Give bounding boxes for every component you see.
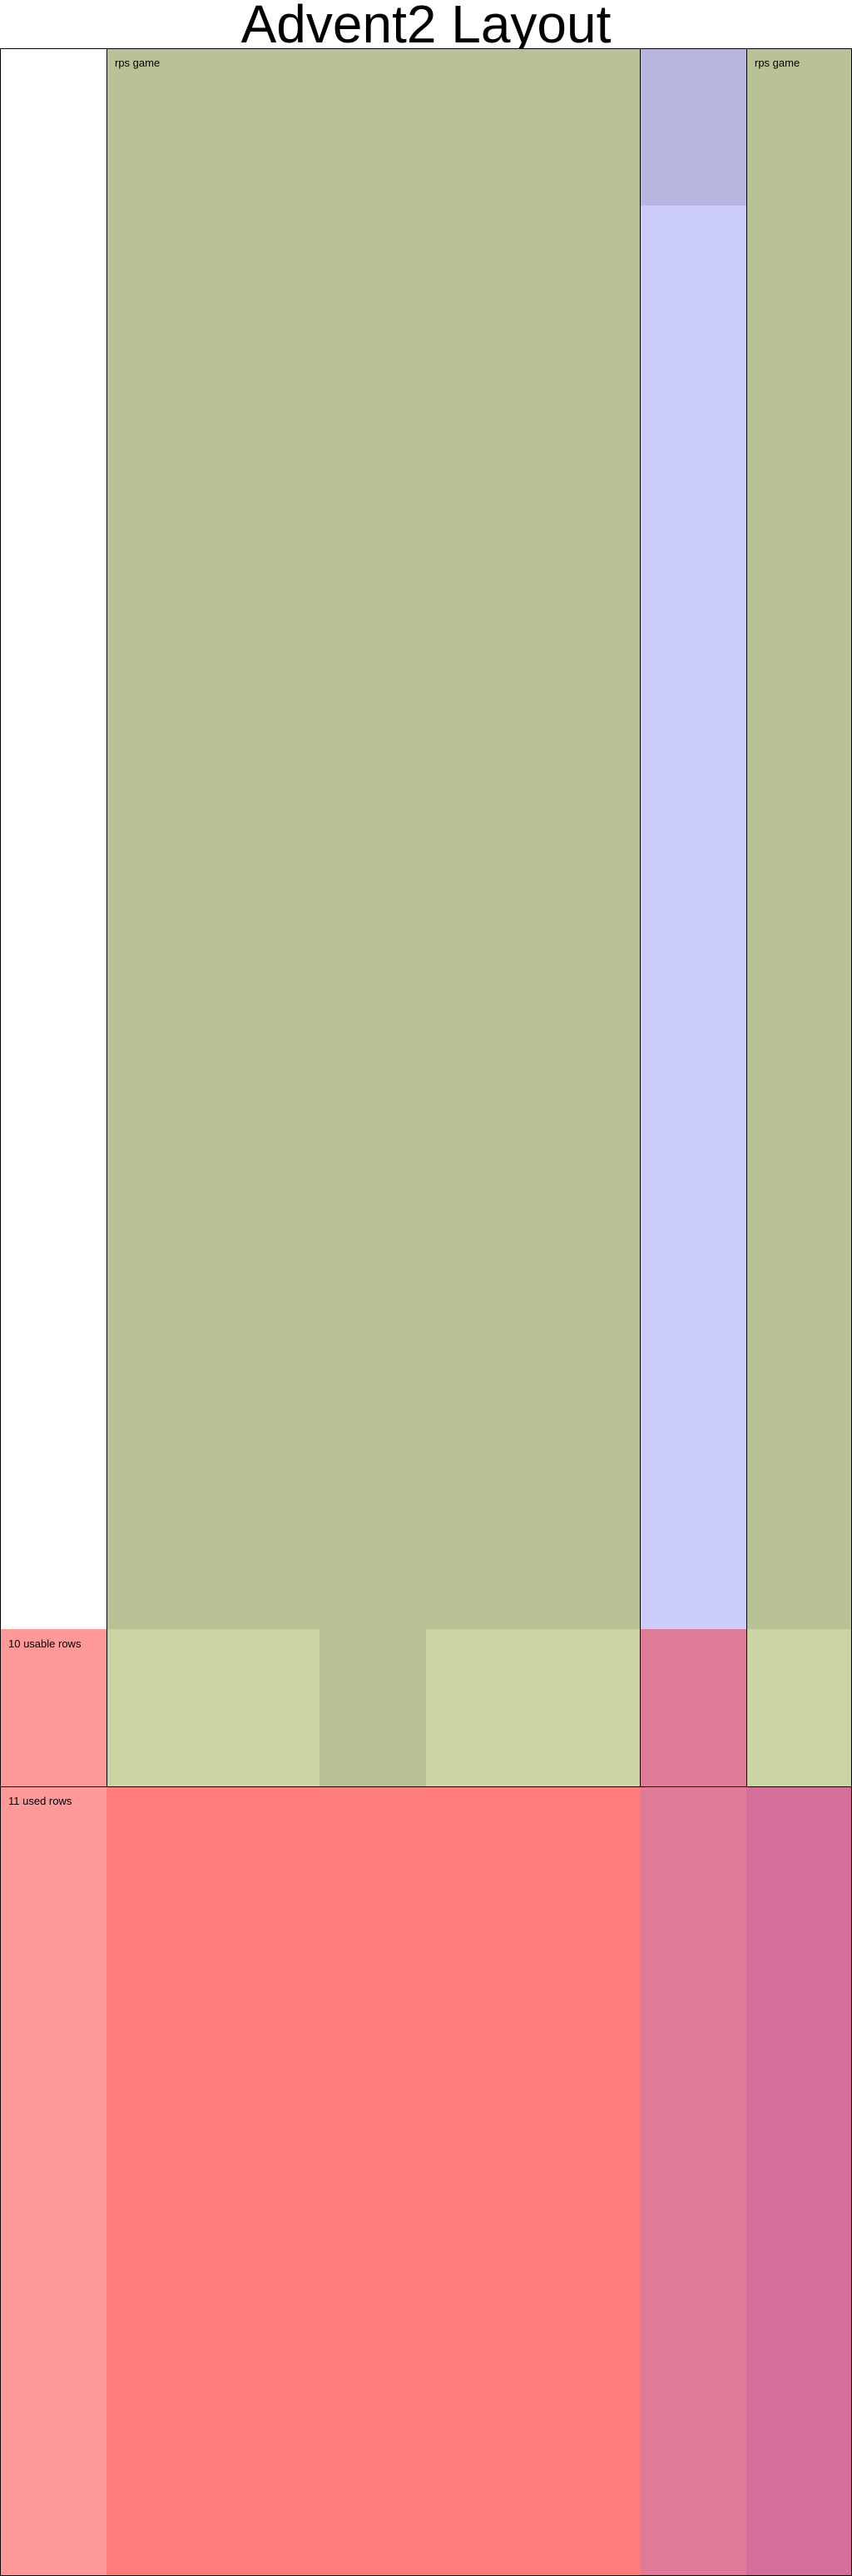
used-rows-region: 11 used rows bbox=[0, 1786, 106, 2576]
usable-green-gap bbox=[320, 1629, 426, 1786]
used-rows-label: 11 used rows bbox=[8, 1795, 72, 1807]
used-magenta-block bbox=[746, 1786, 852, 2576]
used-red-block bbox=[106, 1786, 640, 2576]
lavender-header-block bbox=[640, 48, 746, 206]
rps-game-main-region: rps game bbox=[106, 48, 640, 1629]
lavender-column bbox=[640, 206, 746, 1629]
left-white-column bbox=[0, 48, 106, 1629]
usable-green-block-left bbox=[106, 1629, 320, 1786]
rps-game-main-label: rps game bbox=[115, 57, 161, 69]
rps-game-right-label: rps game bbox=[755, 57, 800, 69]
used-rose-block bbox=[640, 1786, 746, 2576]
usable-green-block-far-right bbox=[746, 1629, 852, 1786]
usable-rose-block bbox=[640, 1629, 746, 1786]
usable-green-block-right bbox=[426, 1629, 640, 1786]
divider-main-lavender bbox=[640, 48, 641, 1786]
diagram-title: Advent2 Layout bbox=[240, 0, 612, 54]
usable-rows-label: 10 usable rows bbox=[8, 1637, 82, 1650]
usable-rows-region: 10 usable rows bbox=[0, 1629, 106, 1786]
rps-game-right-region: rps game bbox=[746, 48, 852, 1629]
divider-lavender-right bbox=[746, 48, 747, 1786]
divider-usable-used bbox=[0, 1786, 852, 1787]
divider-left-column bbox=[106, 48, 107, 1786]
